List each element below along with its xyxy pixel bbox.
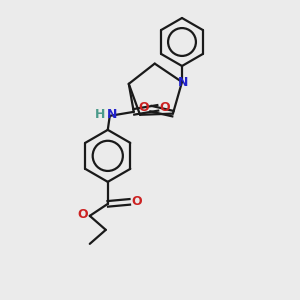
- Text: O: O: [77, 208, 88, 221]
- Text: O: O: [139, 101, 149, 114]
- Text: H: H: [94, 108, 105, 122]
- Text: N: N: [106, 108, 117, 122]
- Text: N: N: [178, 76, 188, 88]
- Text: O: O: [131, 195, 142, 208]
- Text: O: O: [160, 101, 170, 114]
